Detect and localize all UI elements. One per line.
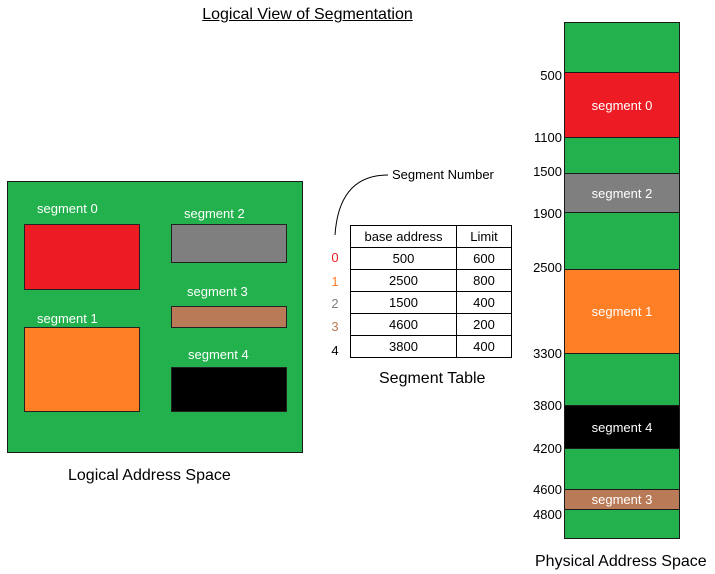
header-base-address: base address bbox=[350, 225, 457, 248]
logical-caption: Logical Address Space bbox=[68, 467, 231, 484]
segment-number-pointer bbox=[334, 174, 389, 236]
logical-segment-0-label: segment 0 bbox=[37, 201, 98, 216]
segment-number-0: 0 bbox=[331, 250, 339, 265]
address-label: 3300 bbox=[533, 346, 562, 361]
segment-table: base address Limit 500 600 2500 800 1500… bbox=[350, 225, 512, 358]
segment-number-1: 1 bbox=[331, 274, 339, 289]
segment-number-label: Segment Number bbox=[392, 167, 494, 182]
physical-segment-4: segment 4 bbox=[564, 405, 680, 449]
logical-segment-2-block bbox=[171, 224, 287, 263]
logical-segment-2-label: segment 2 bbox=[184, 206, 245, 221]
logical-segment-1-block bbox=[24, 327, 140, 412]
base-cell: 4600 bbox=[350, 313, 457, 336]
table-row: 1500 400 bbox=[350, 291, 512, 314]
base-cell: 2500 bbox=[350, 269, 457, 292]
logical-segment-4-label: segment 4 bbox=[188, 347, 249, 362]
logical-segment-3-block bbox=[171, 306, 287, 328]
table-row: 500 600 bbox=[350, 247, 512, 270]
limit-cell: 400 bbox=[456, 291, 512, 314]
address-label: 4800 bbox=[533, 507, 562, 522]
limit-cell: 800 bbox=[456, 269, 512, 292]
limit-cell: 400 bbox=[456, 335, 512, 358]
table-header-row: base address Limit bbox=[350, 225, 512, 248]
address-label: 1100 bbox=[534, 130, 562, 145]
limit-cell: 200 bbox=[456, 313, 512, 336]
physical-segment-1: segment 1 bbox=[564, 269, 680, 354]
physical-caption: Physical Address Space bbox=[535, 553, 707, 570]
diagram-title: Logical View of Segmentation bbox=[202, 6, 413, 23]
table-row: 4600 200 bbox=[350, 313, 512, 336]
logical-segment-1-label: segment 1 bbox=[37, 311, 98, 326]
address-label: 1500 bbox=[533, 164, 562, 179]
address-label: 4600 bbox=[533, 482, 562, 497]
physical-segment-0: segment 0 bbox=[564, 72, 680, 138]
table-row: 3800 400 bbox=[350, 335, 512, 358]
segment-number-2: 2 bbox=[331, 296, 339, 311]
base-cell: 500 bbox=[350, 247, 457, 270]
physical-segment-2: segment 2 bbox=[564, 173, 680, 213]
limit-cell: 600 bbox=[456, 247, 512, 270]
address-label: 2500 bbox=[533, 260, 562, 275]
base-cell: 3800 bbox=[350, 335, 457, 358]
logical-segment-4-block bbox=[171, 367, 287, 412]
table-row: 2500 800 bbox=[350, 269, 512, 292]
logical-segment-3-label: segment 3 bbox=[187, 284, 248, 299]
address-label: 4200 bbox=[533, 441, 562, 456]
segment-table-caption: Segment Table bbox=[379, 370, 486, 387]
address-label: 500 bbox=[540, 68, 562, 83]
logical-segment-0-block bbox=[24, 224, 140, 290]
address-label: 1900 bbox=[533, 206, 562, 221]
segment-number-4: 4 bbox=[331, 343, 339, 358]
base-cell: 1500 bbox=[350, 291, 457, 314]
header-limit: Limit bbox=[456, 225, 512, 248]
physical-segment-3: segment 3 bbox=[564, 489, 680, 510]
address-label: 3800 bbox=[533, 398, 562, 413]
segment-number-3: 3 bbox=[331, 319, 339, 334]
